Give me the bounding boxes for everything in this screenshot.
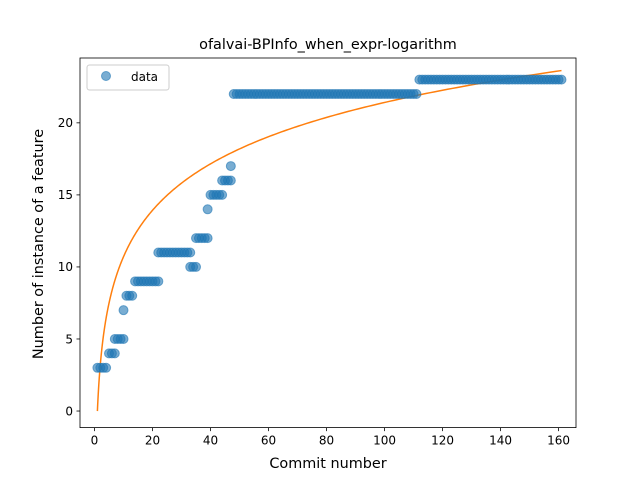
x-tick-label: 60: [261, 434, 276, 448]
y-tick-label: 5: [65, 332, 73, 346]
data-point: [153, 276, 164, 287]
data-point: [202, 204, 213, 215]
x-tick-label: 120: [431, 434, 454, 448]
plot-area: [79, 57, 577, 429]
data-point: [191, 261, 202, 272]
x-tick-label: 140: [489, 434, 512, 448]
data-point: [118, 305, 129, 316]
legend-label: data: [131, 70, 158, 84]
data-point: [109, 348, 120, 359]
y-tick-label: 0: [65, 404, 73, 418]
x-tick-label: 100: [373, 434, 396, 448]
fit-curve: [96, 69, 562, 412]
data-point: [101, 362, 112, 373]
data-point: [127, 290, 138, 301]
data-points-layer: [92, 74, 567, 373]
y-axis-label: Number of instance of a feature: [31, 129, 47, 359]
x-axis-label: Commit number: [269, 456, 386, 472]
data-point: [202, 233, 213, 244]
x-tick-label: 80: [319, 434, 334, 448]
legend: data: [86, 64, 170, 91]
y-tick-label: 10: [58, 260, 73, 274]
data-point: [185, 247, 196, 258]
data-point: [411, 89, 422, 100]
data-point: [556, 74, 567, 85]
y-tick-label: 15: [58, 188, 73, 202]
data-point: [118, 333, 129, 344]
x-tick-label: 160: [547, 434, 570, 448]
axes-frame: [79, 57, 577, 429]
y-tick-label: 20: [58, 116, 73, 130]
x-tick-label: 40: [203, 434, 218, 448]
legend-marker: [101, 71, 111, 81]
y-axis-ticks: 0 5 10 15 20: [58, 116, 80, 418]
data-point: [225, 161, 236, 172]
chart-title: ofalvai-BPInfo_when_expr-logarithm: [199, 37, 457, 53]
data-point: [225, 175, 236, 186]
x-tick-label: 20: [145, 434, 160, 448]
x-axis-ticks: 0 20 40 60 80 100 120 140 160: [91, 427, 570, 448]
x-tick-label: 0: [91, 434, 99, 448]
fit-curve-layer: [96, 69, 562, 412]
data-point: [217, 189, 228, 200]
